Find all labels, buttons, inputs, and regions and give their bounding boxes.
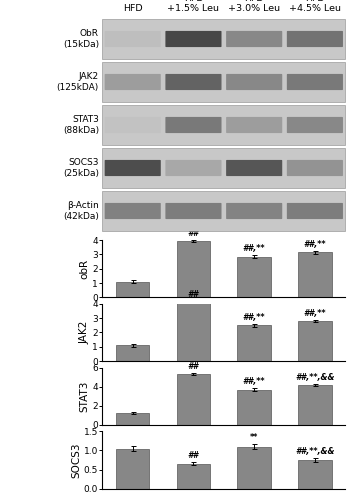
Text: SOCS3
(25kDa): SOCS3 (25kDa) xyxy=(63,158,99,178)
Bar xyxy=(116,282,150,298)
FancyBboxPatch shape xyxy=(105,31,161,47)
Bar xyxy=(177,374,210,425)
FancyBboxPatch shape xyxy=(226,203,282,219)
Bar xyxy=(237,326,271,361)
Polygon shape xyxy=(102,106,345,144)
FancyBboxPatch shape xyxy=(166,31,221,47)
Bar xyxy=(237,256,271,298)
FancyBboxPatch shape xyxy=(226,31,282,47)
Y-axis label: JAK2: JAK2 xyxy=(80,321,90,344)
Y-axis label: SOCS3: SOCS3 xyxy=(71,442,81,478)
Bar xyxy=(298,252,332,298)
Text: HFD: HFD xyxy=(123,4,143,13)
Text: STAT3
(88kDa): STAT3 (88kDa) xyxy=(63,116,99,134)
Bar xyxy=(237,446,271,488)
Bar xyxy=(237,390,271,425)
Text: ##: ## xyxy=(188,362,199,371)
FancyBboxPatch shape xyxy=(287,160,343,176)
Bar xyxy=(177,302,210,361)
Bar xyxy=(177,242,210,298)
Bar xyxy=(298,321,332,361)
Text: ObR
(15kDa): ObR (15kDa) xyxy=(63,30,99,48)
Bar xyxy=(116,346,150,361)
FancyBboxPatch shape xyxy=(226,160,282,176)
FancyBboxPatch shape xyxy=(105,74,161,90)
Polygon shape xyxy=(102,192,345,230)
Text: JAK2
(125kDA): JAK2 (125kDA) xyxy=(57,72,99,92)
FancyBboxPatch shape xyxy=(287,74,343,90)
Text: β-Actin
(42kDa): β-Actin (42kDa) xyxy=(63,202,99,220)
Text: **: ** xyxy=(250,434,258,442)
FancyBboxPatch shape xyxy=(105,160,161,176)
Bar xyxy=(298,460,332,488)
FancyBboxPatch shape xyxy=(287,117,343,133)
Y-axis label: obR: obR xyxy=(80,258,90,279)
FancyBboxPatch shape xyxy=(105,203,161,219)
Text: ##,**: ##,** xyxy=(304,309,326,318)
FancyBboxPatch shape xyxy=(166,74,221,90)
Bar xyxy=(116,448,150,488)
Polygon shape xyxy=(102,62,345,102)
Polygon shape xyxy=(102,148,345,188)
Text: ##,**: ##,** xyxy=(243,244,265,253)
FancyBboxPatch shape xyxy=(166,160,221,176)
FancyBboxPatch shape xyxy=(226,117,282,133)
Text: ##,**,&&: ##,**,&& xyxy=(295,448,335,456)
Text: ##,**: ##,** xyxy=(243,313,265,322)
Text: ##,**: ##,** xyxy=(304,240,326,249)
FancyBboxPatch shape xyxy=(226,74,282,90)
FancyBboxPatch shape xyxy=(166,117,221,133)
Y-axis label: STAT3: STAT3 xyxy=(80,380,90,412)
FancyBboxPatch shape xyxy=(105,117,161,133)
Text: ##,**: ##,** xyxy=(243,378,265,386)
Text: ##,**,&&: ##,**,&& xyxy=(295,373,335,382)
Text: HFD
+4.5% Leu: HFD +4.5% Leu xyxy=(289,0,341,13)
Bar xyxy=(298,385,332,425)
Text: ##: ## xyxy=(188,290,199,300)
Text: ##: ## xyxy=(188,230,199,238)
Text: HFD
+3.0% Leu: HFD +3.0% Leu xyxy=(228,0,280,13)
FancyBboxPatch shape xyxy=(166,203,221,219)
Text: HFD
+1.5% Leu: HFD +1.5% Leu xyxy=(168,0,219,13)
Bar xyxy=(116,414,150,425)
FancyBboxPatch shape xyxy=(287,31,343,47)
Polygon shape xyxy=(102,20,345,59)
FancyBboxPatch shape xyxy=(287,203,343,219)
Bar xyxy=(177,464,210,488)
Text: ##: ## xyxy=(188,452,199,460)
